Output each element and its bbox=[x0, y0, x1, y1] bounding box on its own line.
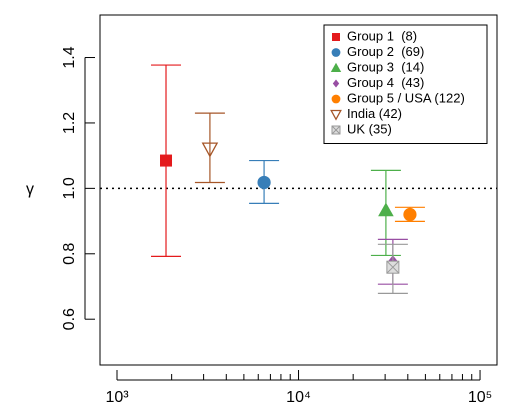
marker-cross bbox=[331, 125, 341, 135]
y-tick-label: 1.4 bbox=[61, 46, 78, 68]
legend-item: Group 4 (43) bbox=[332, 75, 424, 90]
legend-item: Group 5 / USA (122) bbox=[331, 90, 465, 105]
legend-label: India (42) bbox=[347, 106, 402, 121]
marker bbox=[257, 175, 271, 190]
legend-label: Group 3 (14) bbox=[347, 59, 424, 74]
marker bbox=[331, 125, 341, 135]
marker bbox=[330, 109, 342, 121]
marker bbox=[330, 62, 342, 72]
legend: Group 1 (8)Group 2 (69)Group 3 (14)Group… bbox=[323, 24, 488, 144]
legend-label: Group 4 (43) bbox=[347, 75, 424, 90]
x-tick-label: 10³ bbox=[105, 389, 129, 406]
plot-frame bbox=[99, 14, 498, 366]
legend-item: India (42) bbox=[330, 106, 402, 121]
marker bbox=[332, 79, 340, 88]
marker bbox=[331, 48, 341, 57]
legend-item: Group 2 (69) bbox=[331, 44, 424, 59]
marker bbox=[403, 207, 417, 222]
marker bbox=[160, 154, 173, 167]
y-tick-label: 0.8 bbox=[61, 243, 78, 265]
legend-item: UK (35) bbox=[331, 121, 392, 136]
legend-item: Group 1 (8) bbox=[332, 28, 417, 43]
legend-label: UK (35) bbox=[347, 121, 392, 136]
x-tick-label: 10⁵ bbox=[468, 389, 492, 406]
marker bbox=[331, 94, 341, 104]
marker bbox=[378, 202, 394, 217]
x-tick-label: 10⁴ bbox=[286, 389, 311, 406]
legend-label: Group 5 / USA (122) bbox=[347, 90, 465, 105]
marker bbox=[386, 260, 400, 274]
y-tick-label: 0.6 bbox=[61, 308, 78, 330]
y-tick-label: 1.2 bbox=[61, 112, 78, 134]
marker-cross bbox=[386, 260, 400, 274]
legend-label: Group 1 (8) bbox=[347, 28, 417, 43]
marker bbox=[332, 33, 340, 41]
y-axis-label: γ bbox=[26, 181, 34, 198]
y-tick-label: 1.0 bbox=[61, 177, 78, 199]
legend-item: Group 3 (14) bbox=[330, 59, 424, 74]
legend-box bbox=[323, 24, 488, 144]
legend-label: Group 2 (69) bbox=[347, 44, 424, 59]
marker bbox=[201, 142, 219, 158]
